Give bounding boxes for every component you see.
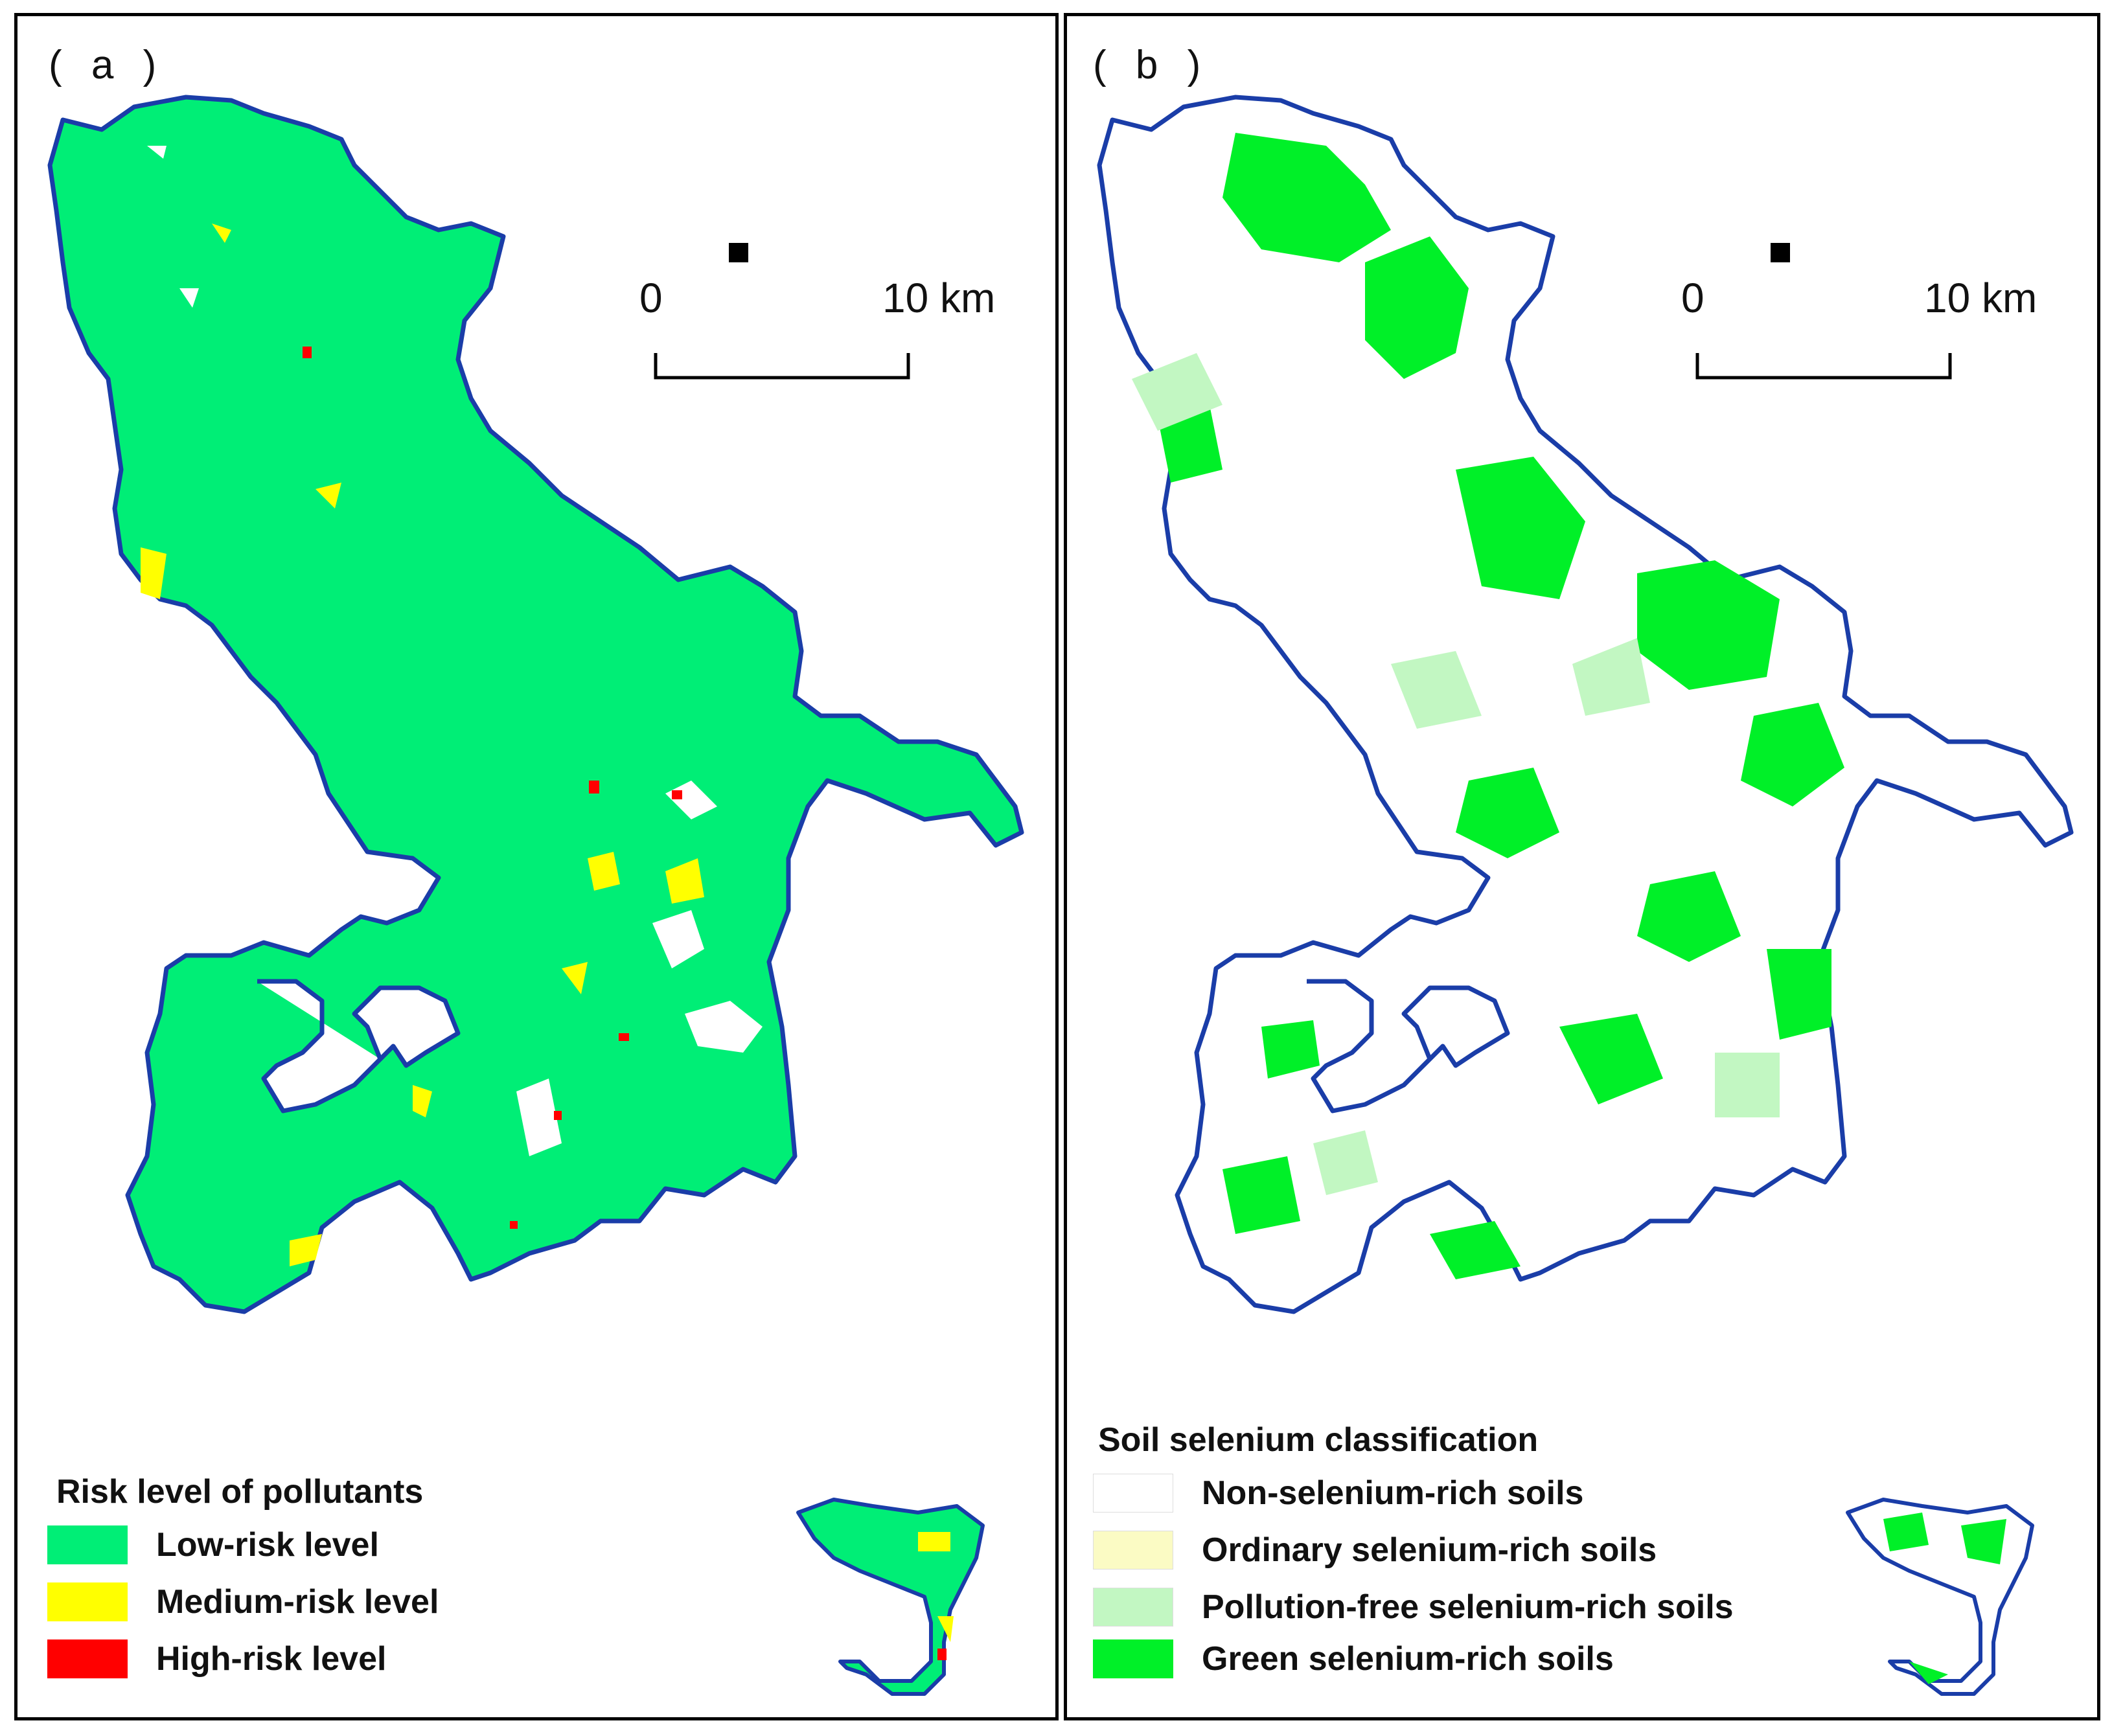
legend-item-medium-risk: Medium-risk level	[47, 1582, 439, 1621]
yellow-patch-3	[588, 852, 620, 891]
white-gap-2	[685, 1001, 763, 1053]
green-zone-1	[1222, 133, 1391, 262]
pale-green-zone-4	[1715, 1053, 1780, 1117]
red-patch-4	[619, 1033, 629, 1041]
green-zone-10	[1430, 1221, 1521, 1279]
white-gap-6	[147, 146, 166, 159]
scale-bar	[1695, 353, 1952, 380]
panel-b: ( b ) 0 10 km Soil selenium classificati…	[1064, 13, 2100, 1720]
yellow-patch-6	[413, 1085, 432, 1117]
green-zone-11	[1222, 1156, 1300, 1234]
inner-bay-left	[257, 979, 461, 1114]
panel-label: ( a )	[49, 43, 166, 87]
red-patch-1	[303, 347, 312, 358]
green-zone-4	[1637, 560, 1780, 690]
yellow-patch-4	[665, 858, 704, 904]
panel-a: ( a ) 0 10 km Risk level of pollutants	[14, 13, 1059, 1720]
north-marker	[729, 243, 748, 262]
pale-green-zone-2	[1391, 651, 1482, 729]
scale-bar	[654, 353, 910, 380]
selenium-map	[1097, 95, 2074, 1696]
main-region-boundary	[47, 95, 1024, 1314]
legend-swatch	[47, 1639, 128, 1678]
yellow-patch-5	[290, 1234, 322, 1266]
yellow-patch-2	[212, 223, 231, 243]
inset-green-2	[1961, 1519, 2006, 1564]
legend-title: Risk level of pollutants	[56, 1473, 424, 1511]
inset-yellow-1	[918, 1532, 950, 1551]
pale-green-zone-3	[1572, 638, 1650, 716]
legend-label: Medium-risk level	[156, 1583, 439, 1621]
yellow-patch-7	[562, 962, 588, 994]
north-marker	[1771, 243, 1790, 262]
legend-swatch	[47, 1582, 128, 1621]
legend-swatch	[1093, 1588, 1173, 1627]
pale-green-zone-5	[1313, 1130, 1378, 1195]
green-zone-9	[1559, 1014, 1663, 1104]
inset-red-patch	[937, 1649, 947, 1660]
legend-item-high-risk: High-risk level	[47, 1639, 386, 1678]
inset-green-3	[1909, 1662, 1948, 1684]
scale-end-label: 10 km	[882, 275, 996, 321]
legend-label: High-risk level	[156, 1640, 387, 1678]
legend-item-low-risk: Low-risk level	[47, 1525, 379, 1564]
red-patch-6	[510, 1221, 518, 1229]
green-zone-2	[1365, 236, 1469, 379]
scale-start-label: 0	[1681, 275, 1705, 321]
green-zone-7	[1637, 871, 1741, 962]
legend-swatch	[1093, 1474, 1173, 1513]
yellow-patch-8	[316, 483, 341, 508]
legend-label: Green selenium-rich soils	[1202, 1640, 1614, 1678]
inset-region	[796, 1498, 985, 1696]
green-zone-5	[1741, 703, 1844, 806]
red-patch-3	[672, 790, 682, 799]
scale-start-label: 0	[639, 275, 663, 321]
inset-green-1	[1883, 1513, 1929, 1551]
legend-title: Soil selenium classification	[1098, 1421, 1539, 1459]
legend-item-ordinary-selenium-rich: Ordinary selenium-rich soils	[1093, 1531, 1657, 1570]
white-gap-5	[179, 288, 199, 308]
green-zone-13	[1261, 1020, 1320, 1079]
green-zone-8	[1767, 949, 1831, 1040]
green-zone-6	[1456, 768, 1559, 858]
yellow-patch-1	[141, 547, 166, 599]
inset-yellow-2	[937, 1616, 954, 1642]
legend-label: Ordinary selenium-rich soils	[1202, 1531, 1657, 1569]
legend-swatch	[1093, 1531, 1173, 1570]
white-gap-4	[516, 1079, 562, 1156]
legend-item-green-selenium-rich: Green selenium-rich soils	[1093, 1639, 1614, 1678]
panel-label: ( b )	[1093, 43, 1210, 87]
white-gap-1	[652, 910, 704, 968]
legend-label: Pollution-free selenium-rich soils	[1202, 1588, 1734, 1626]
legend-item-non-selenium-rich: Non-selenium-rich soils	[1093, 1474, 1583, 1513]
legend-swatch	[47, 1525, 128, 1564]
pale-green-zone-1	[1132, 353, 1222, 431]
legend-swatch	[1093, 1639, 1173, 1678]
legend-label: Low-risk level	[156, 1526, 379, 1564]
red-patch-2	[589, 781, 599, 794]
legend-item-pollution-free-selenium-rich: Pollution-free selenium-rich soils	[1093, 1588, 1734, 1627]
red-patch-5	[554, 1111, 562, 1120]
risk-map	[47, 95, 1024, 1696]
inner-bay-left	[1307, 979, 1510, 1114]
green-zone-3	[1456, 457, 1585, 599]
scale-end-label: 10 km	[1924, 275, 2037, 321]
legend-label: Non-selenium-rich soils	[1202, 1474, 1584, 1512]
